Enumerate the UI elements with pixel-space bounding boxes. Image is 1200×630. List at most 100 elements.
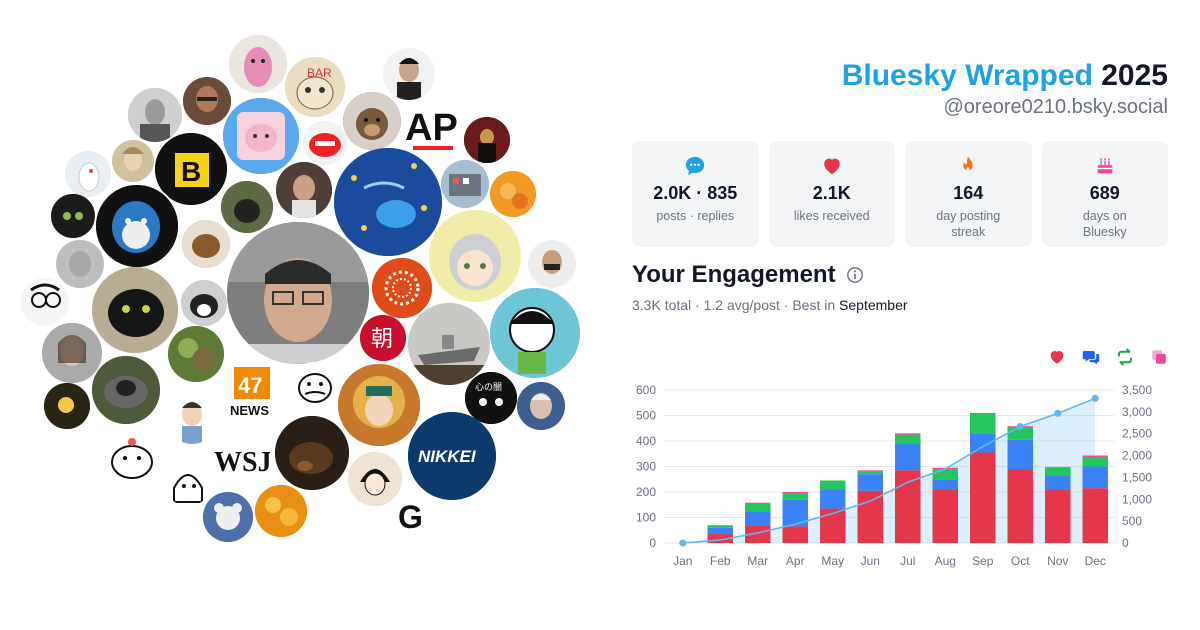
avatar[interactable]	[65, 151, 111, 197]
brand-name: Bluesky Wrapped	[841, 59, 1093, 92]
avatar[interactable]	[372, 258, 432, 318]
wsj-logo[interactable]: WSJ	[214, 443, 270, 479]
svg-text:朝: 朝	[371, 327, 393, 352]
avatar[interactable]	[348, 452, 402, 506]
y-left-tick-label: 200	[636, 485, 656, 499]
avatar[interactable]: NIKKEI	[408, 412, 496, 500]
y-right-tick-label: 2,500	[1122, 427, 1152, 441]
bar-segment	[970, 452, 996, 543]
x-tick-label: Nov	[1047, 554, 1068, 568]
x-tick-label: Feb	[710, 554, 731, 568]
avatar[interactable]	[223, 98, 299, 174]
avatar[interactable]	[42, 323, 102, 383]
x-tick-label: Mar	[747, 554, 768, 568]
y-left-tick-label: 0	[649, 536, 656, 550]
header: Bluesky Wrapped 2025 @oreore0210.bsky.so…	[632, 58, 1168, 119]
avatar[interactable]	[101, 428, 163, 490]
avatar[interactable]	[56, 240, 104, 288]
avatar[interactable]	[528, 240, 576, 288]
avatar[interactable]	[227, 222, 369, 364]
avatar[interactable]: B	[155, 133, 227, 205]
avatar[interactable]: 朝	[360, 315, 406, 361]
avatar[interactable]	[181, 280, 227, 326]
bar-segment	[1082, 457, 1108, 467]
y-right-tick-label: 3,500	[1122, 383, 1152, 397]
avatar[interactable]	[21, 278, 69, 326]
avatar[interactable]	[334, 148, 442, 256]
cumulative-point	[679, 539, 687, 547]
avatar[interactable]	[276, 162, 332, 218]
replies-legend-icon[interactable]	[1082, 348, 1100, 366]
avatar[interactable]	[92, 267, 178, 353]
avatar[interactable]	[255, 485, 307, 537]
avatar[interactable]	[383, 48, 435, 100]
avatar[interactable]	[203, 492, 253, 542]
avatar[interactable]	[229, 35, 287, 93]
bar-segment	[895, 433, 921, 435]
svg-text:G: G	[398, 499, 423, 535]
avatar[interactable]	[275, 416, 349, 490]
avatar[interactable]	[221, 181, 273, 233]
avatar[interactable]	[490, 288, 580, 378]
y-right-tick-label: 1,000	[1122, 492, 1152, 506]
engagement-summary: 3.3K total · 1.2 avg/post · Best in Sept…	[632, 297, 908, 313]
user-handle[interactable]: @oreore0210.bsky.social	[943, 96, 1169, 118]
reposts-legend-icon[interactable]	[1116, 348, 1134, 366]
avatar[interactable]	[429, 210, 521, 302]
avatar[interactable]	[182, 220, 230, 268]
avatar[interactable]: 心の闇	[465, 372, 517, 424]
quotes-legend-icon[interactable]	[1150, 348, 1168, 366]
avatar[interactable]	[408, 303, 490, 385]
avatar[interactable]	[166, 392, 218, 444]
avatar[interactable]	[92, 356, 160, 424]
avatar[interactable]	[51, 194, 95, 238]
engagement-title: Your Engagement	[632, 261, 836, 288]
bar-segment	[1045, 467, 1071, 468]
svg-text:心の闇: 心の闇	[475, 382, 502, 393]
x-tick-label: Jan	[673, 554, 692, 568]
bar-segment	[782, 526, 808, 543]
g-logo[interactable]: G	[394, 496, 430, 536]
avatar[interactable]: BAR	[285, 57, 345, 117]
avatar[interactable]	[96, 185, 178, 267]
cumulative-point	[1016, 423, 1024, 431]
avatar[interactable]	[490, 171, 536, 217]
y-right-tick-label: 500	[1122, 514, 1142, 528]
x-tick-label: Oct	[1011, 554, 1030, 568]
y-left-tick-label: 300	[636, 460, 656, 474]
avatar[interactable]	[168, 326, 224, 382]
bar-segment	[1082, 466, 1108, 489]
bar-segment	[707, 525, 733, 528]
avatar[interactable]	[128, 88, 182, 142]
avatar[interactable]	[112, 140, 154, 182]
y-right-tick-label: 1,500	[1122, 470, 1152, 484]
svg-text:WSJ: WSJ	[214, 447, 270, 478]
likes-legend-icon[interactable]	[1048, 348, 1066, 366]
ap-logo[interactable]: AP	[405, 104, 463, 156]
avatar[interactable]	[44, 383, 90, 429]
y-right-tick-label: 0	[1122, 536, 1129, 550]
bar-segment	[745, 502, 771, 504]
47news-logo[interactable]: 47 NEWS	[230, 367, 274, 419]
bar-segment	[1045, 467, 1071, 476]
bar-segment	[895, 434, 921, 444]
followers-avatar-cluster: BAR AP B	[21, 35, 580, 542]
bar-segment	[820, 480, 846, 490]
bar-segment	[782, 492, 808, 494]
bar-segment	[895, 470, 921, 543]
info-icon[interactable]	[846, 266, 864, 284]
bar-segment	[857, 470, 883, 472]
avatar[interactable]	[183, 77, 231, 125]
avatar[interactable]	[303, 121, 347, 165]
cumulative-line	[682, 397, 1096, 544]
avatar[interactable]	[464, 117, 510, 163]
engagement-header: Your Engagement	[632, 261, 1168, 289]
avatar[interactable]	[164, 458, 212, 506]
avatar[interactable]	[291, 362, 339, 410]
x-tick-label: Apr	[786, 554, 805, 568]
avatar[interactable]	[517, 382, 565, 430]
engagement-total: 3.3K total	[632, 297, 692, 313]
avatar[interactable]	[343, 92, 401, 150]
avatar[interactable]	[338, 364, 420, 446]
avatar[interactable]	[441, 160, 489, 208]
